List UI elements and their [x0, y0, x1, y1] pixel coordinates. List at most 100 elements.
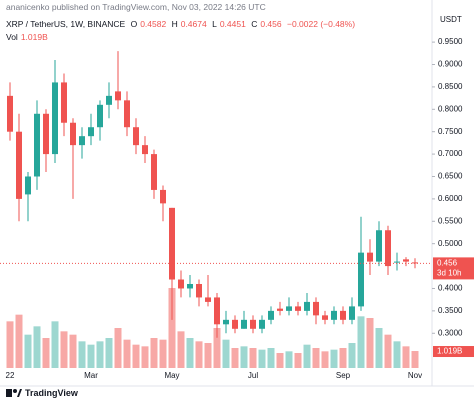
- volume-bar: [33, 326, 41, 368]
- volume-bar: [384, 334, 392, 368]
- candle-body: [367, 252, 373, 262]
- y-tick-label: 0.6000: [438, 194, 463, 203]
- x-tick-label: Jul: [248, 371, 258, 380]
- volume-bar: [222, 339, 230, 368]
- candle-body: [394, 261, 400, 263]
- candle-body: [358, 252, 364, 307]
- volume-bar: [168, 288, 176, 368]
- candle-body: [187, 283, 193, 289]
- volume-bar: [231, 348, 239, 368]
- candle-body: [223, 319, 229, 325]
- candle-body: [124, 100, 130, 128]
- candle-body: [403, 259, 409, 262]
- volume-bar: [312, 348, 320, 368]
- volume-bar: [357, 316, 365, 368]
- candle-body: [277, 308, 283, 311]
- volume-bar: [294, 353, 302, 368]
- volume-value: 1.019B: [20, 32, 48, 42]
- candles: [7, 51, 418, 338]
- candle-body: [349, 306, 355, 320]
- countdown-label: 3d 10h: [437, 268, 461, 277]
- candle-body: [322, 315, 328, 320]
- candle-body: [88, 127, 94, 137]
- candle-body: [268, 310, 274, 320]
- volume-name: Vol: [6, 32, 18, 42]
- volume-bar: [195, 341, 203, 368]
- last-price-label: 0.456: [437, 258, 458, 267]
- candle-body: [97, 104, 103, 128]
- x-tick-label: May: [164, 371, 179, 380]
- publisher: ananicenko published on TradingView.com,…: [6, 2, 266, 12]
- y-tick-label: 0.5000: [438, 239, 463, 248]
- volume-bar: [42, 338, 50, 368]
- volume-label-box: [433, 346, 474, 358]
- candle-body: [250, 319, 256, 329]
- volume-bar: [114, 328, 122, 368]
- y-tick-label: 0.8500: [438, 82, 463, 91]
- y-tick-label: 0.3500: [438, 306, 463, 315]
- candle-body: [313, 301, 319, 316]
- volume-line: Vol 1.019B: [6, 32, 51, 42]
- high-value: 0.4674: [180, 19, 207, 29]
- ohlc-letter: C: [251, 19, 258, 29]
- volume-bar: [411, 351, 419, 368]
- candle-body: [169, 207, 175, 280]
- volume-bar: [159, 339, 167, 368]
- volume-bar: [276, 353, 284, 368]
- candle-body: [304, 301, 310, 311]
- candle-body: [16, 131, 22, 199]
- volume-bar: [87, 344, 95, 368]
- volume-bar: [402, 346, 410, 368]
- volume-bar: [105, 338, 113, 368]
- candle-body: [151, 154, 157, 190]
- candle-body: [178, 279, 184, 289]
- volume-bar: [330, 349, 338, 368]
- volume-bar: [60, 331, 68, 368]
- volume-bar: [177, 331, 185, 368]
- volume-bar: [141, 346, 149, 368]
- change-value: −0.0022 (−0.48%): [287, 19, 356, 29]
- candle-body: [295, 306, 301, 311]
- y-tick-label: 0.7500: [438, 127, 463, 136]
- volume-bar: [78, 341, 86, 368]
- symbol-line: XRP / TetherUS, 1W, BINANCE O 0.4582 H 0.4…: [6, 19, 358, 29]
- logo-slash: [17, 389, 22, 397]
- volume-axis-label: 1.019B: [437, 347, 462, 356]
- y-tick-label: 0.4000: [438, 284, 463, 293]
- ohlc-letter: O: [130, 19, 138, 29]
- volume-bar: [24, 334, 32, 368]
- brand-logo: [6, 389, 22, 397]
- volume-bar: [6, 321, 14, 368]
- candle-body: [34, 113, 40, 177]
- publisher-line: ananicenko published on TradingView.com,…: [6, 2, 269, 12]
- low-value: 0.4451: [219, 19, 246, 29]
- volume-bar: [132, 344, 140, 368]
- y-tick-label: 0.3000: [438, 328, 463, 337]
- y-tick-label: 0.9500: [438, 37, 463, 46]
- x-tick-label: 22: [6, 371, 15, 380]
- volume-bars: [6, 288, 419, 368]
- y-tick-label: 0.9000: [438, 60, 463, 69]
- volume-bar: [285, 351, 293, 368]
- candle-body: [142, 145, 148, 155]
- y-tick-label: 0.5500: [438, 216, 463, 225]
- candle-body: [52, 82, 58, 155]
- ohlc-letter: L: [212, 19, 217, 29]
- x-tick-label: Sep: [336, 371, 351, 380]
- candle-body: [7, 95, 13, 132]
- volume-bar: [123, 339, 131, 368]
- volume-bar: [240, 346, 248, 368]
- candle-body: [70, 122, 76, 146]
- volume-bar: [213, 328, 221, 368]
- candle-body: [331, 310, 337, 320]
- volume-bar: [96, 341, 104, 368]
- candle-body: [106, 95, 112, 105]
- volume-bar: [249, 348, 257, 368]
- volume-bar: [204, 343, 212, 368]
- candle-body: [160, 189, 166, 204]
- volume-bar: [15, 314, 23, 368]
- x-tick-label: Nov: [408, 371, 422, 380]
- candle-body: [340, 310, 346, 320]
- volume-bar: [339, 348, 347, 368]
- x-tick-label: Mar: [84, 371, 98, 380]
